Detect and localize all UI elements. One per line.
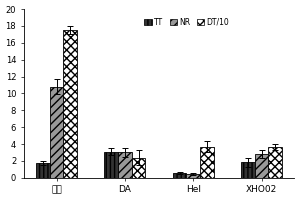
Bar xyxy=(187,174,200,178)
Bar xyxy=(50,87,64,178)
Bar xyxy=(255,154,268,178)
Bar xyxy=(132,158,145,178)
Bar xyxy=(173,173,187,178)
Legend: TT, NR, DT/10: TT, NR, DT/10 xyxy=(141,15,232,30)
Bar xyxy=(104,152,118,178)
Bar xyxy=(200,147,214,178)
Bar xyxy=(118,152,132,178)
Bar xyxy=(241,162,255,178)
Bar xyxy=(36,163,50,178)
Bar xyxy=(64,30,77,178)
Bar xyxy=(268,147,282,178)
